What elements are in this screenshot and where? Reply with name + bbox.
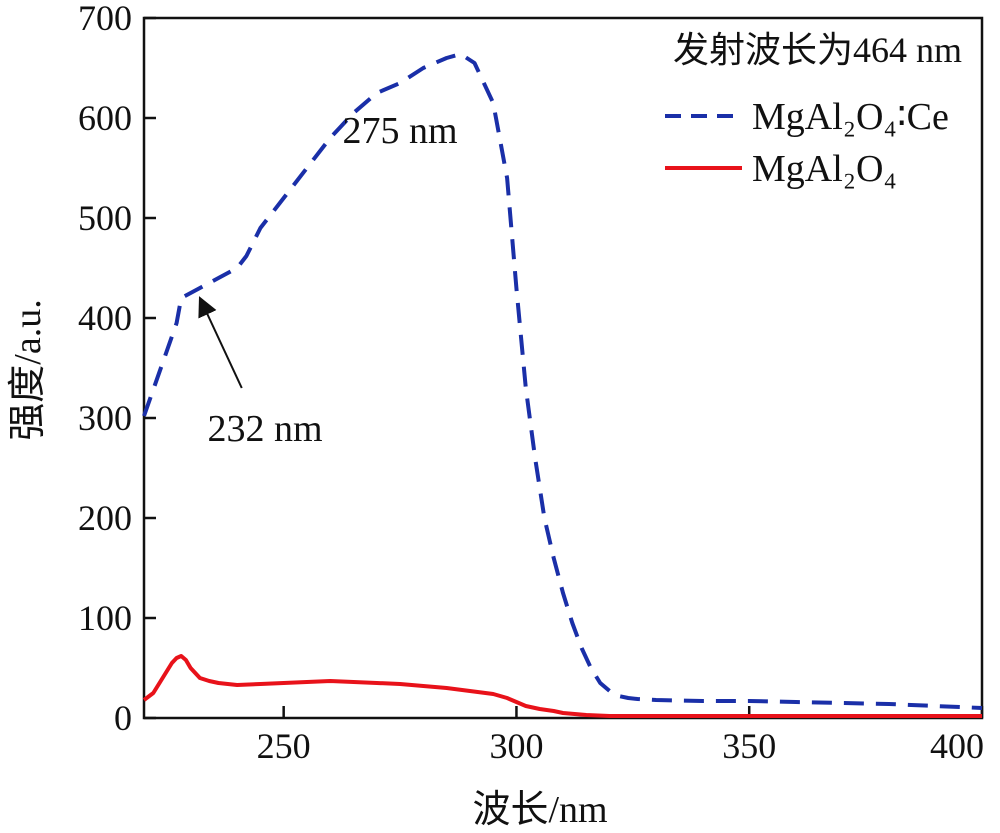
- y-axis-title: 强度/a.u.: [7, 299, 49, 440]
- annotation-layer: 275 nm 232 nm: [198, 110, 458, 450]
- series-line-0: [142, 52, 983, 710]
- y-tick-label: 700: [78, 0, 132, 38]
- series-line-1: [142, 654, 982, 718]
- x-tick-label: 300: [489, 726, 543, 766]
- y-tick-label: 100: [78, 598, 132, 638]
- legend-label-1: MgAl₂O₄: [752, 148, 897, 190]
- x-axis-title: 波长/nm: [472, 789, 607, 831]
- plot-border: [142, 16, 984, 720]
- annotation-label: 275 nm: [343, 110, 458, 152]
- x-tick-label: 400: [930, 726, 984, 766]
- legend-title: 发射波长为464 nm: [673, 30, 962, 70]
- x-tick-label: 350: [722, 726, 776, 766]
- y-tick-label: 200: [78, 498, 132, 538]
- series-layer: [142, 52, 983, 718]
- y-tick-label: 300: [78, 398, 132, 438]
- annotation-arrow: [198, 296, 243, 389]
- x-tick-label: 250: [257, 726, 311, 766]
- y-tick-label: 0: [114, 698, 132, 738]
- y-axis-ticks: 0 100 200 300 400 500 600 700: [78, 0, 156, 738]
- y-tick-label: 600: [78, 98, 132, 138]
- x-axis-ticks: 250 300 350 400: [257, 706, 984, 766]
- legend-label-0: MgAl₂O₄∶Ce: [752, 96, 949, 138]
- y-tick-label: 500: [78, 198, 132, 238]
- y-tick-label: 400: [78, 298, 132, 338]
- legend: 发射波长为464 nm MgAl₂O₄∶Ce MgAl₂O₄: [665, 30, 962, 190]
- annotation-label: 232 nm: [208, 408, 323, 450]
- plot-frame: [142, 16, 984, 720]
